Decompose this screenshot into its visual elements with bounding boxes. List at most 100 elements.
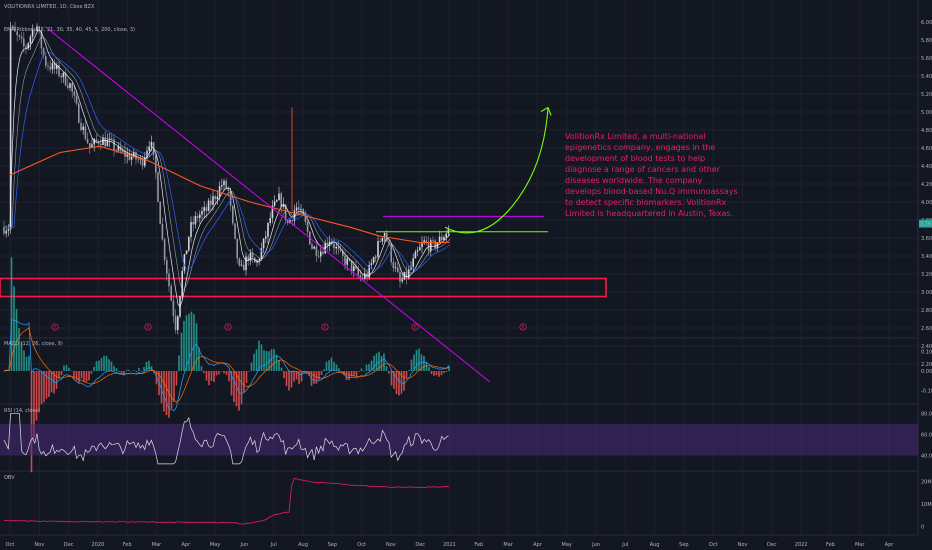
candle-body bbox=[265, 236, 267, 239]
macd-histogram-bar bbox=[35, 371, 38, 421]
obv-line bbox=[3, 478, 450, 525]
candle-body bbox=[370, 263, 373, 266]
candle-body bbox=[379, 241, 381, 242]
macd-histogram-bar bbox=[200, 366, 203, 371]
arrowhead bbox=[540, 106, 552, 116]
macd-histogram-bar bbox=[333, 362, 335, 371]
macd-histogram-bar bbox=[25, 356, 28, 371]
macd-histogram-bar bbox=[180, 332, 183, 371]
y-tick-label: 5.80 bbox=[921, 38, 932, 44]
macd-y-tick: 0.00 bbox=[921, 369, 932, 375]
candle-body bbox=[399, 272, 401, 282]
macd-histogram-bar bbox=[45, 371, 48, 399]
candle-body bbox=[267, 222, 269, 237]
macd-histogram-bar bbox=[398, 371, 400, 396]
macd-histogram-bar bbox=[215, 371, 218, 376]
candle-body bbox=[284, 204, 287, 221]
rsi-legend: RSI (14, close) bbox=[4, 408, 40, 414]
macd-histogram-bar bbox=[80, 371, 83, 379]
macd-histogram-bar bbox=[208, 371, 210, 386]
x-tick-label: Apr bbox=[533, 542, 543, 548]
macd-histogram-bar bbox=[323, 369, 325, 371]
candle-body bbox=[18, 34, 21, 37]
candle-body bbox=[322, 251, 324, 254]
macd-histogram-bar bbox=[355, 371, 358, 376]
macd-histogram-bar bbox=[38, 371, 40, 412]
event-marker-label: E bbox=[414, 325, 417, 330]
macd-histogram-bar bbox=[198, 347, 200, 371]
obv-legend: OBV bbox=[4, 475, 15, 481]
macd-histogram-bar bbox=[428, 366, 430, 371]
macd-histogram-bar bbox=[258, 340, 260, 371]
candle-body bbox=[394, 267, 397, 269]
macd-histogram-bar bbox=[403, 371, 405, 391]
macd-histogram-bar bbox=[143, 367, 145, 371]
candle-body bbox=[344, 255, 346, 265]
event-marker[interactable] bbox=[519, 323, 527, 331]
candle-body bbox=[251, 252, 254, 258]
macd-histogram-bar bbox=[383, 353, 385, 371]
candle-body bbox=[135, 152, 137, 160]
x-tick-label: 2020 bbox=[92, 542, 105, 548]
candle-body bbox=[84, 126, 87, 139]
macd-histogram-bar bbox=[110, 361, 113, 371]
rsi-y-tick: 40.00 bbox=[921, 453, 932, 459]
candle-body bbox=[361, 277, 364, 279]
candle-body bbox=[172, 300, 175, 316]
candle-body bbox=[100, 143, 102, 146]
candle-body bbox=[372, 257, 375, 264]
annotation-line: development of blood tests to help bbox=[565, 154, 705, 163]
macd-histogram-bar bbox=[83, 371, 85, 382]
y-tick-label: 4.20 bbox=[921, 182, 932, 188]
candle-body bbox=[78, 103, 80, 123]
macd-histogram-bar bbox=[320, 371, 323, 375]
candle-body bbox=[412, 258, 414, 267]
candle-body bbox=[104, 137, 106, 147]
x-tick-label: Apr bbox=[181, 542, 191, 548]
candle-body bbox=[62, 72, 65, 78]
candle-body bbox=[12, 26, 14, 28]
candle-body bbox=[388, 241, 390, 245]
macd-histogram-bar bbox=[118, 371, 120, 372]
candle-body bbox=[20, 36, 23, 39]
macd-histogram-bar bbox=[345, 371, 348, 381]
macd-histogram-bar bbox=[73, 371, 75, 379]
candle-body bbox=[71, 83, 73, 92]
candle-body bbox=[91, 144, 93, 148]
candlesticks bbox=[3, 21, 450, 335]
candle-body bbox=[320, 251, 322, 257]
macd-histogram-bar bbox=[363, 370, 365, 372]
candle-body bbox=[240, 264, 243, 266]
candle-body bbox=[234, 223, 236, 239]
candle-body bbox=[168, 273, 170, 287]
macd-histogram-bar bbox=[240, 371, 243, 405]
candle-body bbox=[64, 72, 67, 86]
y-tick-label: 2.20 bbox=[921, 362, 932, 368]
candle-body bbox=[282, 204, 285, 207]
macd-histogram-bar bbox=[18, 328, 20, 371]
macd-histogram-bar bbox=[65, 365, 68, 371]
candle-body bbox=[339, 249, 342, 251]
event-marker[interactable] bbox=[144, 323, 152, 331]
event-marker[interactable] bbox=[411, 323, 419, 331]
candle-body bbox=[130, 156, 133, 160]
macd-histogram-bar bbox=[328, 360, 330, 371]
x-tick-label: Jun bbox=[591, 542, 600, 548]
event-marker[interactable] bbox=[224, 323, 232, 331]
candle-body bbox=[414, 251, 417, 259]
macd-histogram-bar bbox=[413, 354, 415, 371]
candle-body bbox=[177, 316, 179, 330]
event-marker[interactable] bbox=[321, 323, 329, 331]
candle-body bbox=[159, 201, 161, 225]
event-marker[interactable] bbox=[51, 323, 59, 331]
candle-body bbox=[25, 46, 27, 49]
candle-body bbox=[368, 265, 370, 278]
x-tick-label: Mar bbox=[855, 542, 865, 548]
candle-body bbox=[166, 260, 168, 274]
annotation-line: to detect specific biomarkers. VolitionR… bbox=[565, 198, 727, 207]
rsi-y-tick: 80.00 bbox=[921, 411, 932, 417]
candle-body bbox=[298, 207, 300, 210]
candle-body bbox=[181, 271, 183, 297]
